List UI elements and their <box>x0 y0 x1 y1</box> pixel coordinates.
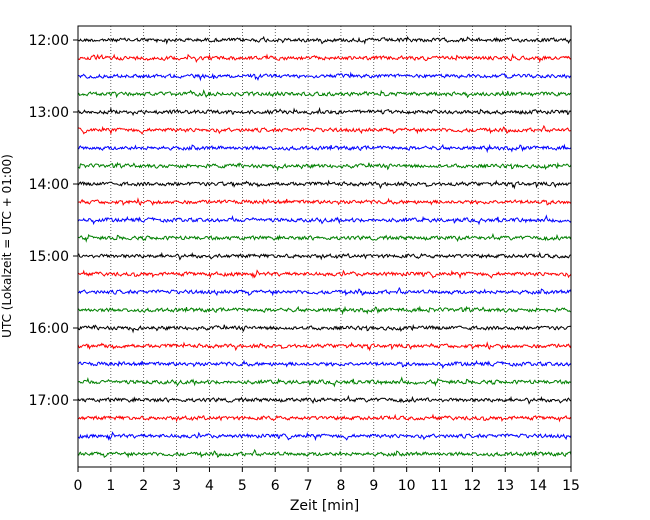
trace-1300 <box>77 106 572 117</box>
trace-1500 <box>77 251 572 261</box>
y-tick-label: 13:00 <box>29 105 69 121</box>
trace-1745 <box>77 448 572 459</box>
x-tick-label: 13 <box>496 478 514 494</box>
trace-1415 <box>77 197 572 206</box>
x-tick-label: 7 <box>304 478 313 494</box>
seismic-traces <box>77 35 572 459</box>
trace-1630 <box>77 359 572 370</box>
trace-1215 <box>77 53 572 64</box>
x-tick-label: 15 <box>562 478 580 494</box>
x-tick-label: 4 <box>205 478 214 494</box>
x-axis-ticks: 0 1 2 3 4 5 6 7 8 9 10 11 12 13 14 15 <box>74 467 580 494</box>
trace-1645 <box>77 376 572 388</box>
x-tick-label: 11 <box>431 478 449 494</box>
trace-1345 <box>77 161 572 172</box>
y-tick-label: 14:00 <box>29 177 69 193</box>
x-tick-label: 2 <box>139 478 148 494</box>
trace-1400 <box>77 179 572 190</box>
x-tick-label: 0 <box>74 478 83 494</box>
y-tick-label: 17:00 <box>29 393 69 409</box>
x-tick-label: 9 <box>369 478 378 494</box>
trace-1330 <box>77 143 572 154</box>
y-axis-label: UTC (Lokalzeit = UTC + 01:00) <box>0 154 14 338</box>
x-tick-label: 3 <box>172 478 181 494</box>
x-tick-label: 6 <box>271 478 280 494</box>
trace-1200 <box>77 35 572 45</box>
trace-1545 <box>77 305 572 316</box>
x-tick-label: 8 <box>336 478 345 494</box>
trace-1615 <box>77 341 572 352</box>
x-tick-label: 5 <box>238 478 247 494</box>
trace-1730 <box>77 431 572 442</box>
trace-1600 <box>77 323 572 334</box>
trace-1430 <box>77 214 572 226</box>
plot-frame <box>77 25 572 468</box>
trace-1530 <box>77 286 572 297</box>
y-tick-label: 12:00 <box>29 33 69 49</box>
x-tick-label: 14 <box>529 478 547 494</box>
x-axis-label: Zeit [min] <box>290 498 359 514</box>
y-axis-ticks: 12:00 13:00 14:00 15:00 16:00 17:00 <box>29 33 78 409</box>
trace-1230 <box>77 71 572 82</box>
x-tick-label: 1 <box>106 478 115 494</box>
y-tick-label: 15:00 <box>29 249 69 265</box>
trace-1245 <box>77 89 572 99</box>
y-tick-label: 16:00 <box>29 321 69 337</box>
x-tick-label: 12 <box>463 478 481 494</box>
trace-1315 <box>77 124 572 136</box>
trace-1715 <box>77 413 572 423</box>
trace-1700 <box>77 394 572 405</box>
trace-1515 <box>77 269 572 280</box>
trace-1445 <box>77 232 572 243</box>
x-tick-label: 10 <box>398 478 416 494</box>
